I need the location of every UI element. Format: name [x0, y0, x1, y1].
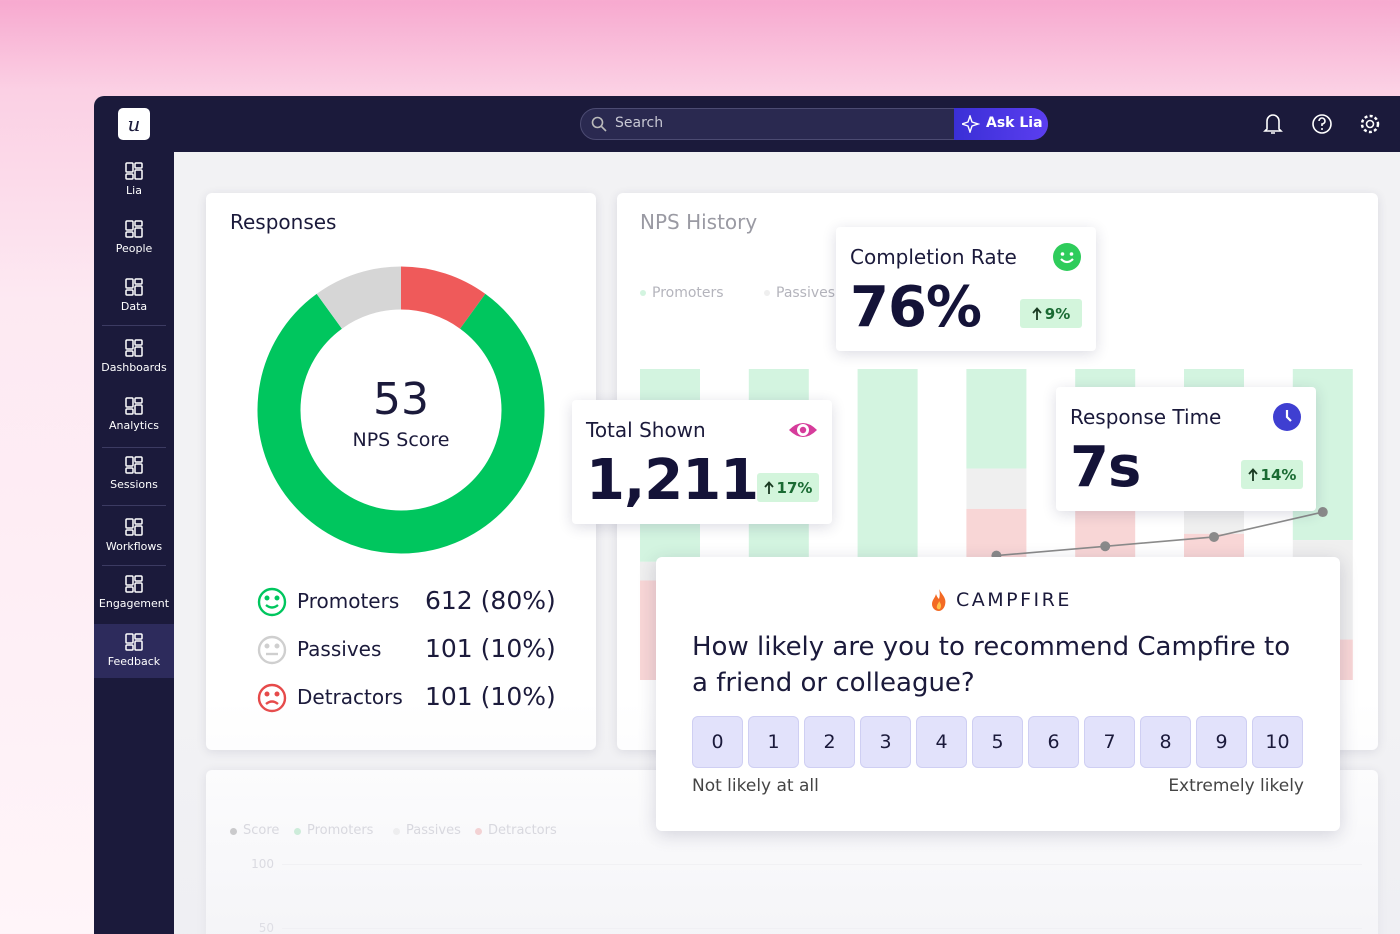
search-icon	[591, 116, 607, 132]
sparkle-icon	[962, 115, 980, 133]
scale-option[interactable]: 0	[692, 716, 743, 768]
active-nav	[94, 624, 174, 678]
stat-value: 1,211	[586, 448, 759, 513]
scale-option[interactable]: 5	[972, 716, 1023, 768]
nav-icon[interactable]	[124, 396, 144, 416]
legend-label: Passives	[776, 285, 836, 301]
score-line	[996, 511, 1323, 557]
help-icon[interactable]	[1312, 114, 1332, 134]
stat-value: 7s	[1070, 435, 1141, 500]
nav-separator	[102, 447, 166, 448]
score-dot	[1209, 531, 1219, 542]
face-icon	[257, 587, 287, 617]
stat-icon	[789, 423, 817, 437]
nav-icon[interactable]	[124, 574, 144, 594]
search-placeholder: Search	[615, 115, 664, 131]
header-icons	[1263, 114, 1380, 134]
sidebar	[94, 152, 174, 934]
stat-icon	[1053, 243, 1081, 271]
nav-label[interactable]: People	[115, 242, 153, 255]
nav-separator	[102, 565, 166, 566]
item-value: 612 (80%)	[425, 586, 556, 615]
item-name: Promoters	[297, 589, 400, 613]
nav-separator	[102, 505, 166, 506]
nav-label[interactable]: Sessions	[110, 478, 158, 491]
stat-badge: 17%	[757, 473, 819, 502]
bar-segment	[857, 369, 918, 587]
scale-option[interactable]: 7	[1084, 716, 1135, 768]
ask-label: Ask Lia	[986, 115, 1043, 131]
nav-separator	[102, 325, 166, 326]
nav-label[interactable]: Lia	[126, 184, 142, 197]
scale-option[interactable]: 9	[1196, 716, 1247, 768]
nav-label[interactable]: Feedback	[107, 655, 161, 668]
legend-dot	[764, 290, 770, 296]
donut-segment	[257, 293, 545, 554]
scale-option[interactable]: 2	[804, 716, 855, 768]
flame-icon	[932, 589, 946, 611]
item-value: 101 (10%)	[425, 634, 556, 663]
nav-icon[interactable]	[124, 517, 144, 537]
up-arrow	[1247, 467, 1258, 481]
donut-segment	[316, 266, 402, 330]
stat-change: 9%	[1044, 304, 1071, 323]
stat-card	[1056, 387, 1316, 511]
nps-history-title: NPS History	[640, 210, 758, 234]
survey-brand: CAMPFIRE	[956, 589, 1072, 611]
up-arrow	[763, 480, 774, 494]
nav-icon[interactable]	[124, 277, 144, 297]
bell-icon[interactable]	[1263, 114, 1283, 134]
up-arrow	[1032, 306, 1042, 320]
stat-badge: 9%	[1020, 299, 1082, 328]
scale-option[interactable]: 1	[748, 716, 799, 768]
score-dot	[1100, 541, 1111, 552]
stat-card	[836, 227, 1096, 351]
nav-icon[interactable]	[124, 338, 144, 358]
stat-badge: 14%	[1241, 460, 1303, 489]
high-label: Extremely likely	[1168, 776, 1304, 796]
face-icon	[257, 635, 287, 665]
nps-score: 53	[373, 374, 429, 425]
scale-option[interactable]: 6	[1028, 716, 1079, 768]
scale-option[interactable]: 10	[1252, 716, 1303, 768]
responses-title: Responses	[230, 210, 337, 234]
nav-label[interactable]: Workflows	[105, 540, 163, 553]
survey-card	[656, 557, 1340, 831]
stat-title: Response Time	[1070, 405, 1222, 429]
nav-label[interactable]: Data	[120, 300, 148, 313]
ask-button[interactable]	[954, 108, 1048, 140]
donut-segment	[400, 266, 486, 330]
stat-title: Completion Rate	[850, 245, 1017, 269]
stat-change: 17%	[776, 478, 813, 497]
scale-option[interactable]: 8	[1140, 716, 1191, 768]
scale-option[interactable]: 4	[916, 716, 967, 768]
survey-question: How likely are you to recommend Campfire…	[692, 632, 1291, 698]
stat-change: 14%	[1260, 465, 1297, 484]
score-dot	[1317, 507, 1328, 518]
nav-icon[interactable]	[124, 219, 144, 239]
settings-icon[interactable]	[1360, 114, 1380, 134]
nav-label[interactable]: Analytics	[109, 419, 159, 432]
bar-segment	[966, 369, 1027, 469]
nav-icon[interactable]	[124, 455, 144, 475]
stat-card	[572, 400, 832, 524]
low-label: Not likely at all	[692, 776, 819, 796]
nav-label[interactable]: Engagement	[98, 597, 170, 610]
nav-label[interactable]: Dashboards	[101, 361, 167, 374]
stat-title: Total Shown	[586, 418, 706, 442]
legend-label: Promoters	[652, 285, 724, 301]
bar-segment	[966, 468, 1027, 509]
stat-value: 76%	[850, 275, 982, 340]
nav-icon[interactable]	[124, 632, 144, 652]
scale-option[interactable]: 3	[860, 716, 911, 768]
item-name: Passives	[297, 637, 382, 661]
legend-dot	[640, 290, 646, 296]
stat-icon	[1273, 403, 1301, 431]
logo[interactable]: u	[118, 108, 150, 140]
nav-icon[interactable]	[124, 161, 144, 181]
nps-score-label: NPS Score	[352, 429, 450, 451]
